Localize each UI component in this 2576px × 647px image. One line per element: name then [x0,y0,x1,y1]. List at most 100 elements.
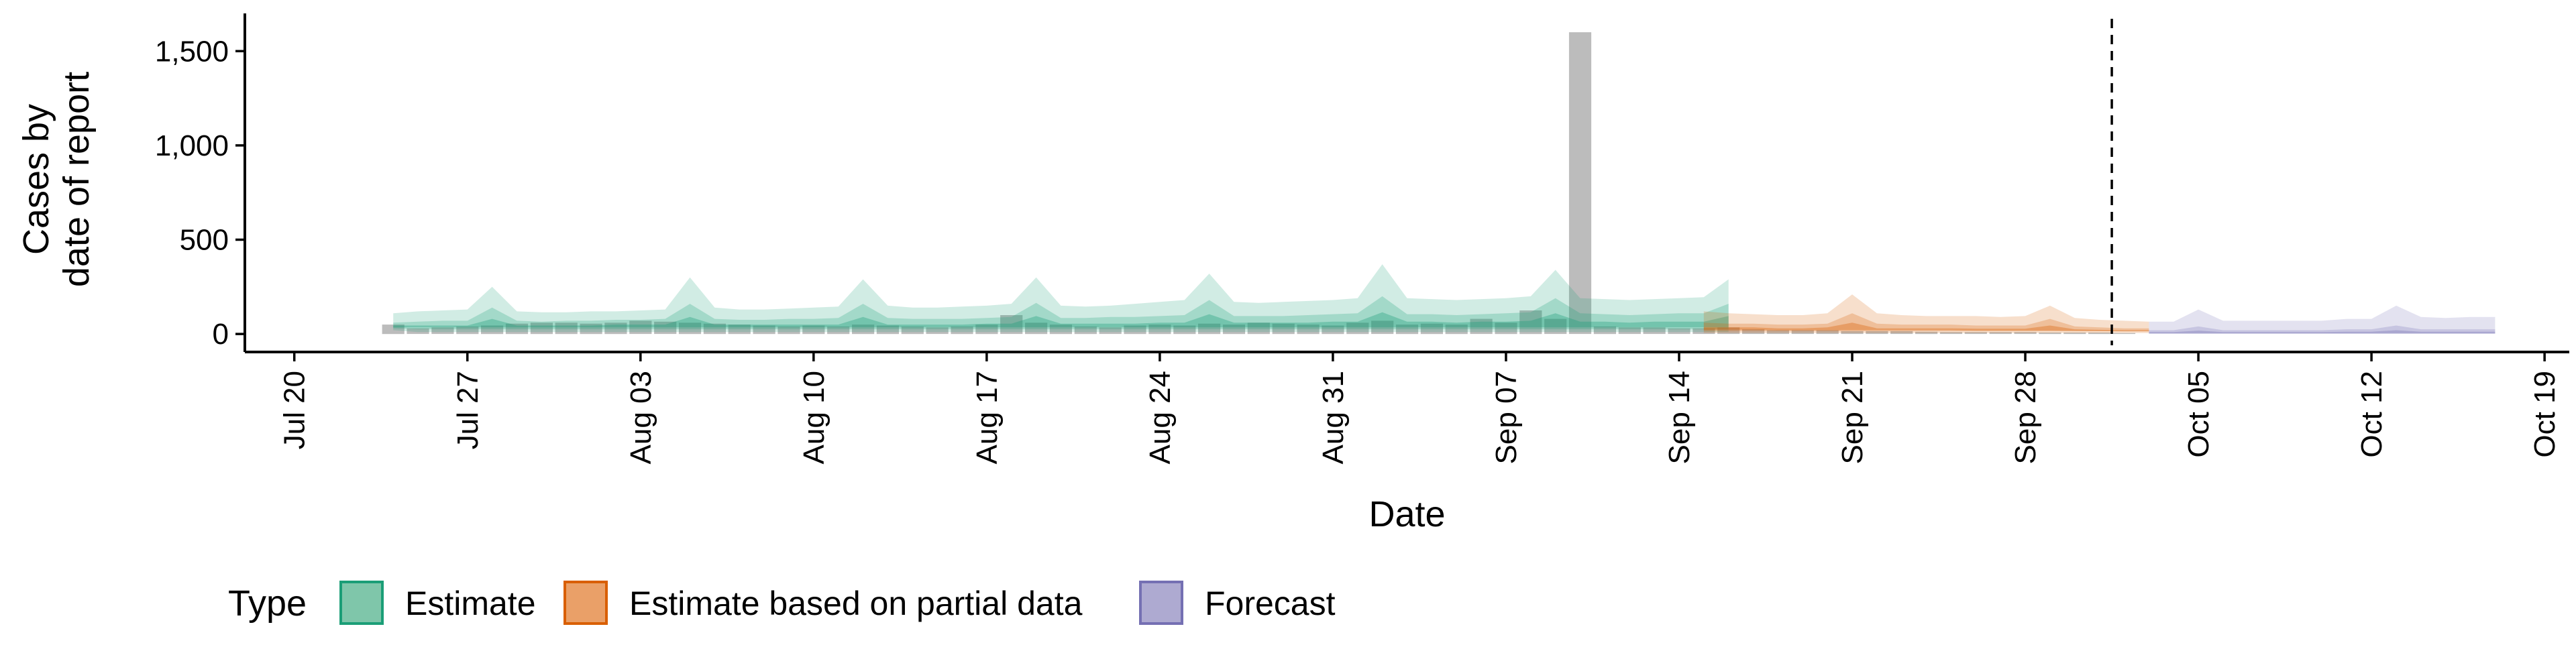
band-estimate-20 [393,312,1729,328]
plot-area [382,32,2496,335]
x-tick-label: Sep 14 [1663,371,1696,464]
band-partial-50 [1703,313,2149,331]
reported-case-bar [1420,323,1443,335]
reported-case-bar [1470,318,1493,335]
y-tick-label: 1,000 [155,129,229,162]
reported-case-bar [629,320,652,335]
band-partial-20 [1703,322,2149,332]
reported-case-bar [777,326,800,335]
x-tick-label: Aug 24 [1144,371,1177,464]
reported-case-bar [1346,322,1369,335]
reported-case-bar [407,328,429,335]
reported-case-bar [1222,325,1246,335]
reported-case-bar [1618,327,1641,335]
reported-case-bar [1668,328,1690,335]
reported-cases-bars [382,32,2136,335]
reported-case-bar [431,327,454,335]
reported-case-bar [1247,322,1270,335]
reported-case-bar [703,323,726,335]
reported-case-bar [1841,331,1864,335]
legend-swatch [564,581,608,625]
band-estimate-90 [393,264,1729,333]
reported-case-bar [1198,323,1221,335]
reported-case-bar [1890,331,1913,335]
y-tick-label: 500 [180,224,229,257]
reported-case-bar [1544,318,1567,335]
legend: Type Estimate Estimate based on partial da… [228,581,1336,625]
reported-case-bar [753,325,775,335]
reported-case-bar [1939,332,1963,335]
reported-case-bar [1568,32,1592,335]
reported-case-bar [1693,328,1715,335]
reported-case-bar [678,322,702,335]
band-forecast-20 [2149,330,2496,333]
reported-case-bar [852,325,875,335]
reported-case-bar [1766,330,1789,335]
reported-case-bar [1025,322,1048,335]
reported-case-bar [1816,330,1839,335]
x-tick-label: Aug 10 [798,371,830,464]
series-partial [1703,294,2149,333]
legend-label: Estimate [405,585,536,622]
reported-case-bar [901,326,924,335]
x-tick-label: Aug 31 [1317,371,1350,464]
y-tick-label: 1,500 [155,35,229,68]
x-tick-label: Oct 12 [2355,371,2388,458]
reported-case-bar [1371,320,1394,335]
reported-case-bar [1742,329,1765,335]
reported-case-bar [2014,332,2037,335]
reported-case-bar [2112,333,2136,335]
reported-case-bar [604,322,627,335]
reported-case-bar [2088,332,2111,335]
legend-swatch [1139,581,1183,625]
reported-case-bar [1272,323,1295,335]
x-tick-label: Sep 07 [1490,371,1523,464]
reported-case-bar [481,325,504,335]
reported-case-bar [1519,310,1542,335]
reported-case-bar [654,321,677,335]
reported-case-bar [1148,325,1171,335]
reported-case-bar [1915,331,1938,335]
reported-case-bar [530,322,553,335]
reported-case-bar [1173,325,1196,335]
reported-case-bar [1395,325,1419,335]
x-tick-label: Jul 27 [451,371,484,449]
series-forecast [2149,305,2496,335]
reported-case-bar [456,326,479,335]
reported-case-bar [555,322,578,335]
reported-case-bar [1124,325,1146,335]
reported-case-bar [951,326,973,335]
x-tick-label: Aug 17 [971,371,1004,464]
reported-case-bar [1866,331,1888,335]
series-estimate [393,264,1729,333]
reported-case-bar [1717,327,1740,335]
reported-case-bar [1297,325,1320,335]
reported-case-bar [876,325,899,335]
reported-case-bar [1049,325,1072,335]
reported-case-bar [1322,325,1344,335]
x-tick-label: Sep 21 [1836,371,1869,464]
x-tick-label: Oct 19 [2528,371,2561,458]
legend-title: Type [228,583,307,624]
band-forecast-90 [2149,305,2496,335]
x-tick-label: Oct 05 [2182,371,2215,458]
x-axis-title: Date [1368,494,1445,534]
reported-case-bar [1495,322,1517,335]
band-estimate-50 [393,296,1729,330]
reported-case-bar [1643,327,1666,335]
band-forecast-50 [2149,325,2496,334]
reported-case-bar [1099,327,1122,335]
reported-case-bar [827,326,850,335]
reported-case-bar [2063,332,2086,335]
legend-label: Estimate based on partial data [629,585,1083,622]
reported-case-bar [580,323,602,335]
reported-case-bar [2039,332,2061,335]
reported-case-bar [382,325,405,335]
x-tick-label: Jul 20 [278,371,311,449]
y-tick-label: 0 [213,318,229,351]
reported-case-bar [1593,326,1616,335]
reported-case-bar [1445,325,1468,335]
band-partial-90 [1703,294,2149,333]
